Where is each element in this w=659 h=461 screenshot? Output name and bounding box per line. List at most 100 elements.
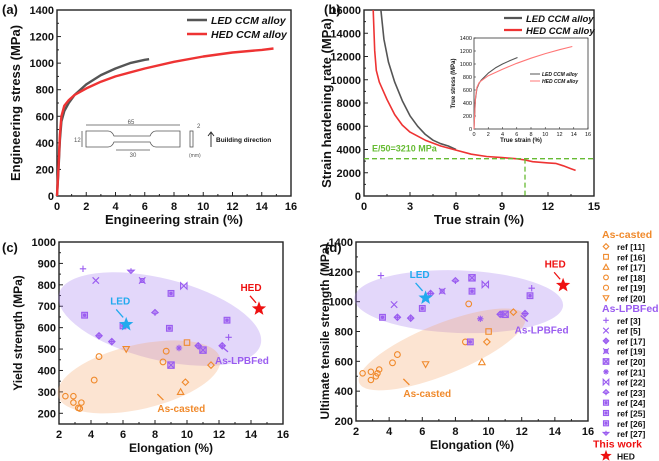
inset-true-stress: 0 2 4 6 8 10 12 14 16 0 200 400 600 800 1000 1200 1400 Tr… — [451, 36, 591, 144]
panel-a: 0 2 4 6 8 10 12 14 16 0 200 400 600 800 1000 1200 1400 En… — [2, 2, 297, 227]
legend-marker — [603, 368, 609, 375]
y-tick-label: 1000 — [329, 297, 353, 309]
y-tick-label: 900 — [38, 258, 56, 270]
x-tick-label: 6 — [453, 201, 459, 213]
x-tick-label: 4 — [88, 429, 95, 441]
x-tick-label: 16 — [582, 426, 594, 438]
inset-y-tick-label: 0 — [469, 127, 472, 133]
x-tick-label: 12 — [213, 429, 225, 441]
series-line-hed — [55, 47, 274, 197]
y-tick-label: 0 — [355, 191, 361, 203]
data-point — [375, 366, 383, 373]
inset-x-tick-label: 0 — [472, 132, 475, 138]
reference-label: E/50=3210 MPa — [372, 144, 438, 154]
y-tick-label: 2000 — [337, 168, 361, 180]
x-axis-label: Elongation (%) — [430, 438, 514, 452]
inset-legend-label: HED CCM alloy — [542, 79, 578, 85]
data-point — [81, 311, 89, 319]
arrow-icon — [249, 295, 257, 304]
inset-y-tick-label: 600 — [463, 88, 472, 94]
inset-y-tick-label: 800 — [463, 75, 472, 81]
y-tick-label: 1200 — [30, 32, 54, 44]
legend-marker — [602, 420, 610, 427]
legend-marker — [602, 377, 610, 387]
legend-label: LED CCM alloy — [211, 15, 287, 27]
x-tick-label: 14 — [256, 201, 269, 213]
data-point — [555, 277, 571, 292]
data-point — [95, 353, 103, 361]
legend-item-label: ref [24] — [617, 398, 646, 408]
data-point — [393, 351, 401, 359]
panel-label: (b) — [324, 2, 341, 17]
inset-x-tick-label: 6 — [515, 132, 518, 138]
x-tick-label: 8 — [452, 426, 458, 438]
annotation-led: LED — [110, 296, 130, 307]
x-tick-label: 12 — [542, 201, 554, 213]
annotation-as-lpbfed: As-LPBFed — [515, 326, 569, 337]
legend-label: HED CCM alloy — [211, 29, 288, 41]
data-point — [207, 361, 215, 370]
data-point — [468, 287, 476, 295]
data-point — [225, 334, 232, 341]
data-point — [438, 287, 446, 295]
y-tick-label: 800 — [335, 327, 353, 339]
region-as-lpbfed — [354, 270, 564, 334]
data-point — [367, 368, 375, 376]
data-point — [119, 316, 134, 331]
data-point — [528, 285, 535, 292]
y-tick-label: 14000 — [330, 28, 361, 40]
legend-marker — [602, 358, 610, 365]
arrow-icon — [220, 345, 229, 353]
legend-marker — [602, 327, 610, 334]
panel-b: 0 3 6 9 12 1502000400060008000100001200014000… — [319, 2, 600, 227]
data-point — [418, 304, 426, 312]
legend-marker — [602, 284, 610, 291]
x-tick-label: 8 — [152, 429, 158, 441]
y-tick-label: 1400 — [329, 237, 353, 249]
annotation-led: LED — [410, 270, 430, 281]
dimension-label: 2 — [197, 124, 201, 130]
legend-item-label: ref [3] — [617, 316, 641, 326]
inset-x-tick-label: 2 — [487, 132, 490, 138]
data-point — [92, 276, 100, 285]
legend-item-label: ref [11] — [617, 242, 645, 252]
inset-y-tick-label: 400 — [463, 101, 472, 107]
data-point — [79, 265, 87, 272]
data-point — [426, 289, 435, 298]
inset-y-tick-label: 1000 — [460, 62, 472, 68]
y-tick-label: 600 — [38, 323, 56, 335]
data-point — [175, 344, 183, 352]
x-tick-label: 12 — [226, 201, 238, 213]
inset-series-line-led — [473, 56, 518, 130]
legend-item-label: ref [17] — [617, 263, 646, 273]
x-tick-label: 14 — [245, 429, 258, 441]
data-point — [451, 276, 460, 284]
x-tick-label: 16 — [277, 429, 289, 441]
legend-marker — [602, 388, 610, 396]
x-tick-label: 12 — [516, 426, 528, 438]
x-tick-label: 2 — [56, 429, 62, 441]
data-point — [167, 361, 175, 369]
panel-d: 2 4 6 8 10 12 14 16 200 400 600 800 1000 1200 1400 Elon… — [318, 237, 594, 452]
data-point — [466, 338, 474, 346]
data-point — [465, 300, 473, 308]
data-point — [509, 308, 518, 317]
dimension-label: (mm) — [189, 153, 201, 159]
legend-marker — [600, 449, 612, 461]
y-tick-label: 600 — [36, 111, 54, 123]
legend-marker — [602, 409, 610, 417]
data-point — [251, 301, 267, 315]
data-point — [181, 378, 190, 387]
arrow-up-icon — [207, 131, 215, 147]
y-tick-label: 1400 — [30, 5, 54, 17]
data-point — [521, 309, 529, 318]
series-line-hed — [372, 10, 576, 172]
y-tick-label: 16000 — [330, 5, 361, 17]
legend-marker — [601, 430, 611, 437]
inset-x-tick-label: 8 — [529, 132, 532, 138]
x-tick-label: 0 — [54, 201, 60, 213]
legend-item-label: ref [20] — [617, 357, 646, 367]
y-tick-label: 800 — [38, 280, 56, 292]
